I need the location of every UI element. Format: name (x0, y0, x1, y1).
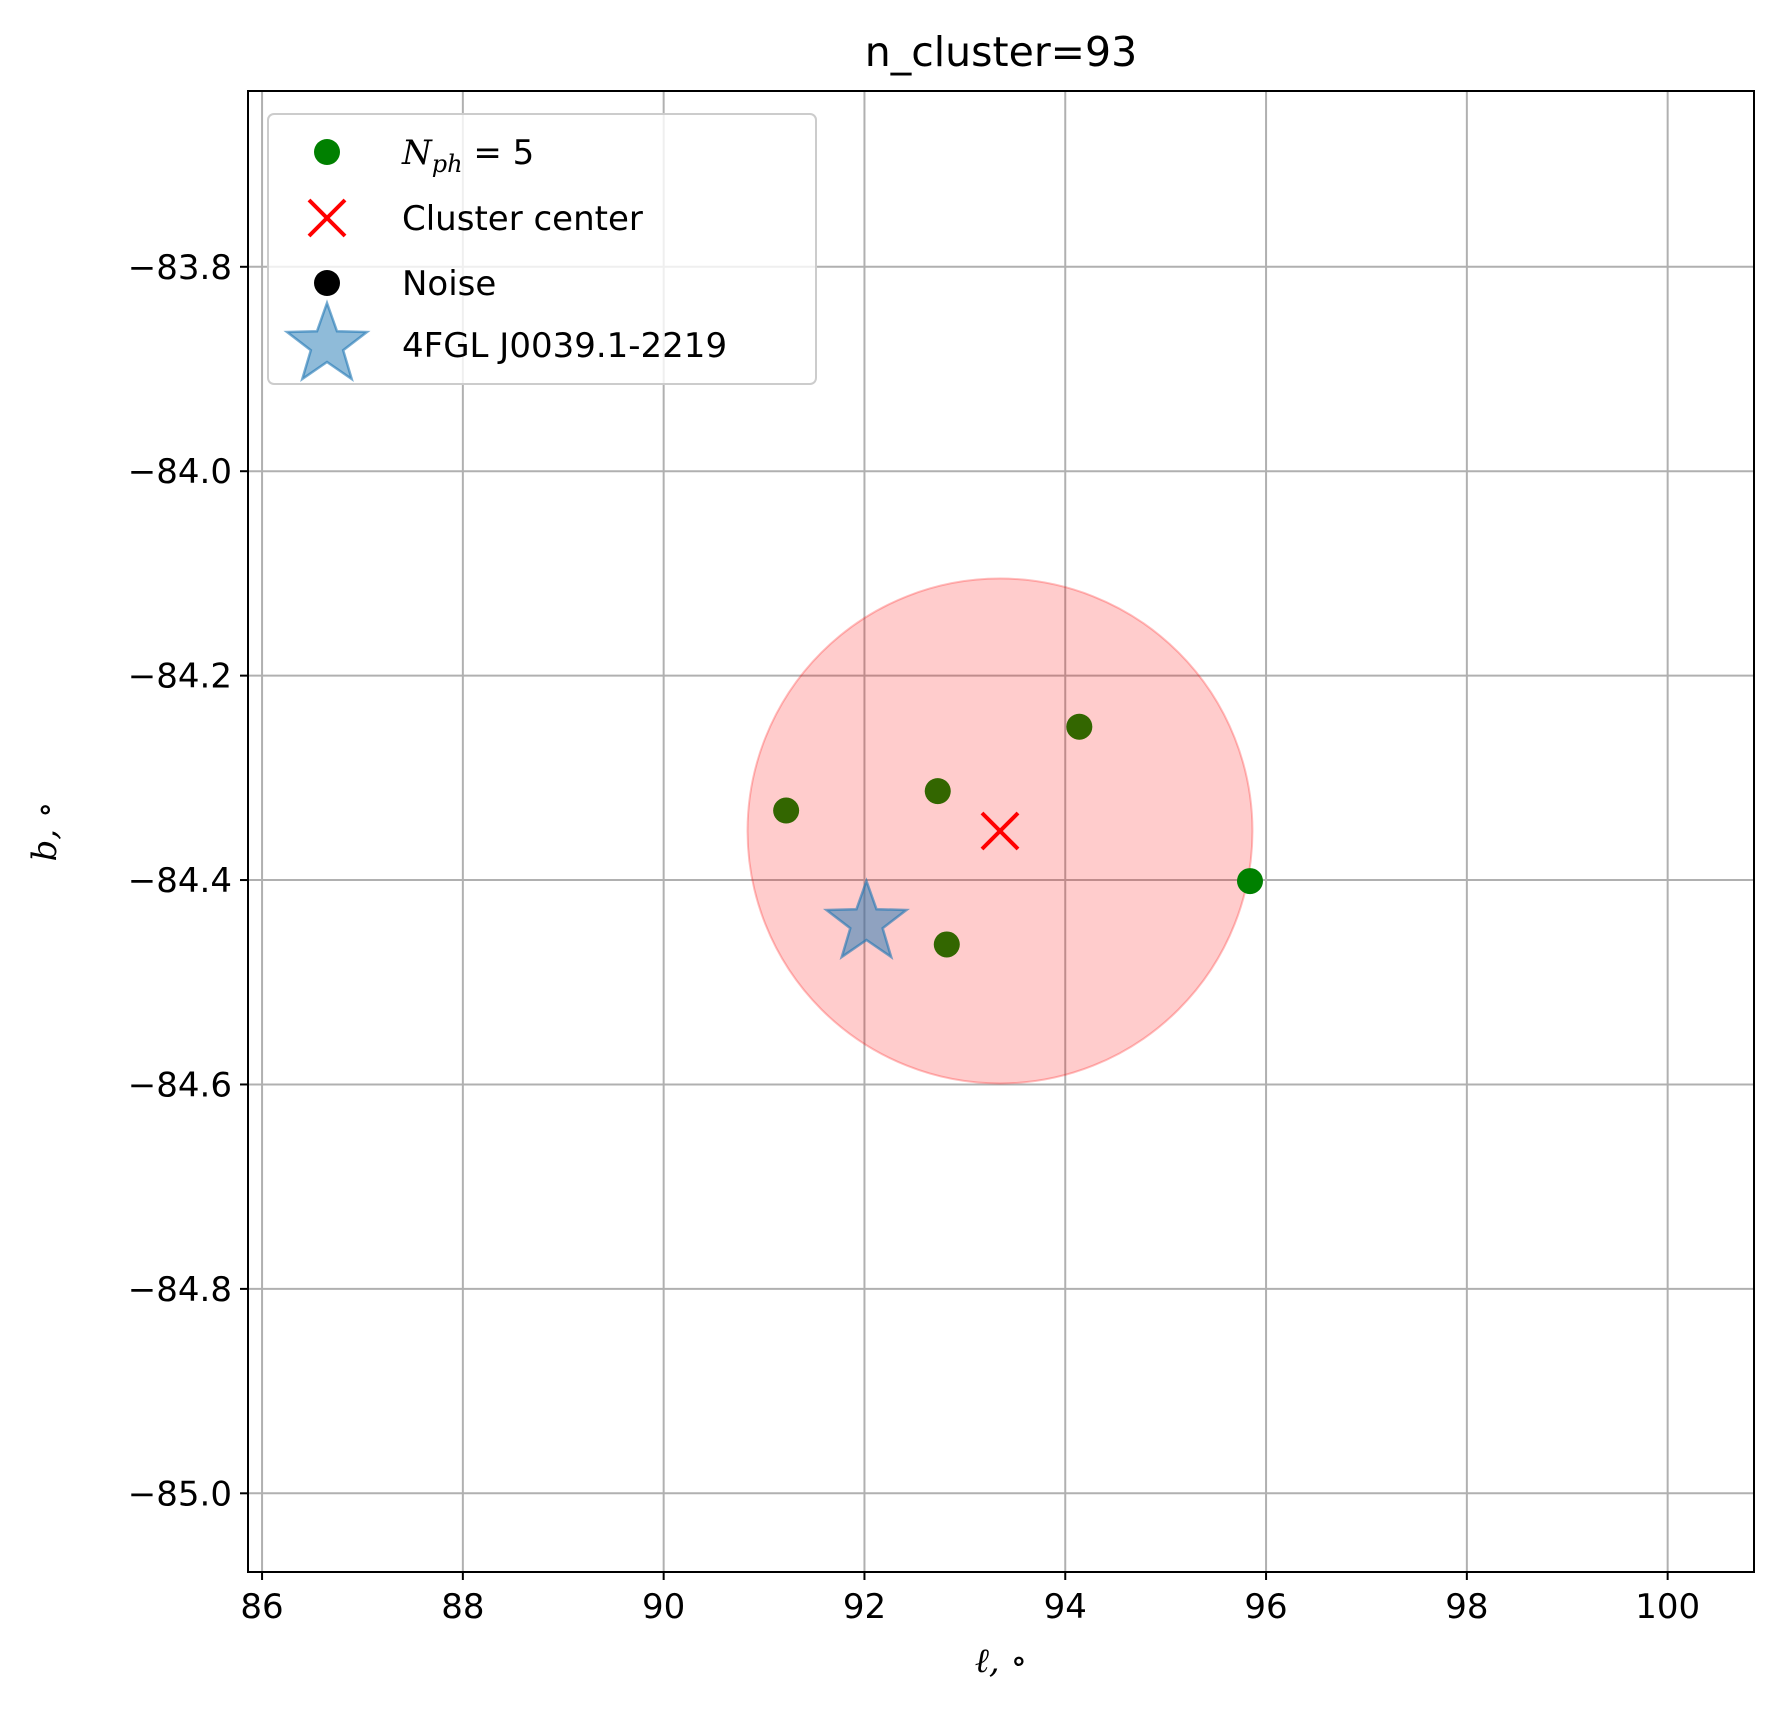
y-tick-label: −84.0 (128, 452, 232, 492)
cluster-center-marker (980, 811, 1020, 851)
x-tick-label: 92 (843, 1587, 886, 1627)
source-star-marker (822, 877, 910, 960)
photon-point (773, 797, 800, 824)
photon-point (1066, 713, 1093, 740)
x-tick-label: 90 (642, 1587, 685, 1627)
y-tick-label: −84.8 (128, 1270, 232, 1310)
x-tick-label: 98 (1445, 1587, 1488, 1627)
y-tick-label: −84.4 (128, 861, 232, 901)
legend-marker-circle (314, 139, 340, 165)
photon-point-overlay (773, 797, 800, 824)
chart-title: n_cluster=93 (865, 28, 1137, 76)
x-tick-label: 96 (1244, 1587, 1287, 1627)
grid-lines (248, 91, 1754, 1572)
legend-label: Noise (402, 264, 496, 304)
legend: Nph = 5 Cluster center Noise 4FGL J0039.1-2… (267, 113, 817, 385)
photon-point (1236, 868, 1263, 895)
data-points (773, 713, 1263, 960)
x-tick-label: 86 (240, 1587, 283, 1627)
legend-label: Nph = 5 (401, 133, 534, 178)
legend-label: 4FGL J0039.1-2219 (402, 326, 727, 366)
y-tick-label: −84.6 (128, 1065, 232, 1105)
photon-point (924, 778, 951, 805)
legend-label: Cluster center (402, 199, 643, 239)
x-axis-label: ℓ, ∘ (975, 1641, 1027, 1681)
photon-point-overlay (924, 778, 951, 805)
legend-math-symbol: N (401, 133, 433, 173)
photon-point-overlay (1066, 713, 1093, 740)
legend-marker-circle (314, 270, 340, 296)
y-tick-label: −84.2 (128, 657, 232, 697)
y-tick-label: −83.8 (128, 248, 232, 288)
x-tick-label: 94 (1044, 1587, 1087, 1627)
x-tick-label: 100 (1635, 1587, 1700, 1627)
plot-frame (247, 90, 1755, 1573)
y-tick-label: −85.0 (128, 1474, 232, 1514)
legend-marker-x (307, 198, 347, 238)
legend-box (267, 113, 817, 385)
legend-marker-star (283, 299, 371, 383)
axis-ticks: 86 88 90 92 94 96 98 100 −83.8 −84.0 −84.2 −84.4 −84… (128, 248, 1700, 1627)
x-tick-label: 88 (441, 1587, 484, 1627)
legend-math-subscript: ph (432, 150, 463, 178)
legend-math-rest: = 5 (463, 133, 535, 173)
photon-point (933, 931, 960, 958)
photon-point-overlay (933, 931, 960, 958)
y-axis-label: b, ∘ (25, 801, 65, 861)
